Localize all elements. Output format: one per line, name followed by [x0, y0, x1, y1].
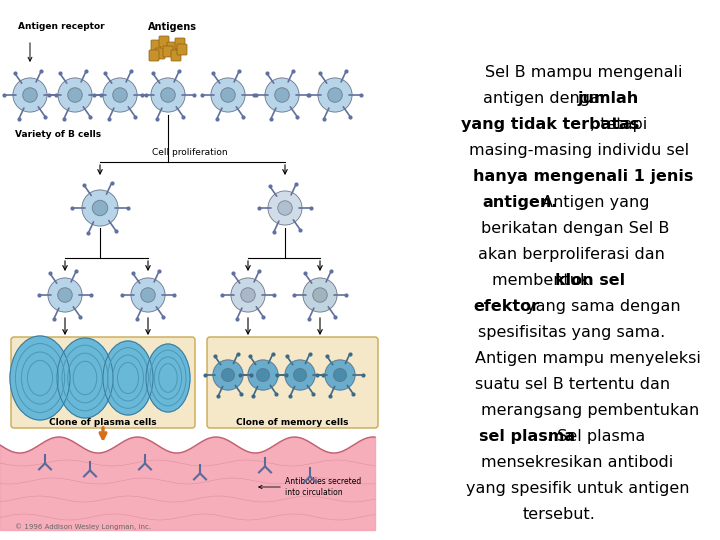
Circle shape — [161, 88, 175, 102]
Circle shape — [278, 201, 292, 215]
Circle shape — [241, 288, 255, 302]
Text: tersebut.: tersebut. — [523, 507, 595, 522]
Circle shape — [294, 369, 306, 381]
Ellipse shape — [103, 341, 153, 415]
Text: Sel B mampu mengenali: Sel B mampu mengenali — [485, 65, 682, 80]
Circle shape — [13, 78, 47, 112]
Text: jumlah: jumlah — [577, 91, 639, 106]
Text: . Sel plasma: . Sel plasma — [547, 429, 645, 444]
Text: antigen.: antigen. — [482, 195, 558, 210]
FancyBboxPatch shape — [163, 46, 173, 57]
Circle shape — [333, 369, 346, 381]
FancyBboxPatch shape — [149, 50, 159, 61]
Circle shape — [82, 190, 118, 226]
FancyBboxPatch shape — [155, 48, 165, 59]
Circle shape — [285, 360, 315, 390]
Text: yang sama dengan: yang sama dengan — [521, 299, 680, 314]
Text: Cell proliferation: Cell proliferation — [152, 148, 228, 157]
FancyBboxPatch shape — [175, 38, 185, 49]
Ellipse shape — [57, 338, 113, 418]
Text: yang spesifik untuk antigen: yang spesifik untuk antigen — [466, 481, 689, 496]
FancyBboxPatch shape — [207, 337, 378, 428]
Circle shape — [151, 78, 185, 112]
Ellipse shape — [10, 336, 70, 420]
Text: spesifisitas yang sama.: spesifisitas yang sama. — [478, 325, 665, 340]
Text: sel plasma: sel plasma — [479, 429, 575, 444]
Circle shape — [231, 278, 265, 312]
Text: suatu sel B tertentu dan: suatu sel B tertentu dan — [475, 377, 670, 392]
Text: , tetapi: , tetapi — [590, 117, 647, 132]
FancyBboxPatch shape — [167, 42, 177, 53]
Circle shape — [248, 360, 278, 390]
Circle shape — [113, 88, 127, 102]
Circle shape — [131, 278, 165, 312]
Circle shape — [213, 360, 243, 390]
Text: akan berproliferasi dan: akan berproliferasi dan — [478, 247, 665, 262]
Circle shape — [222, 369, 234, 381]
Circle shape — [23, 88, 37, 102]
Text: © 1996 Addison Wesley Longman, Inc.: © 1996 Addison Wesley Longman, Inc. — [15, 523, 151, 530]
Circle shape — [265, 78, 299, 112]
Text: Antigen mampu menyeleksi: Antigen mampu menyeleksi — [475, 351, 701, 366]
Text: hanya mengenali 1 jenis: hanya mengenali 1 jenis — [472, 169, 693, 184]
Circle shape — [92, 200, 107, 215]
FancyBboxPatch shape — [177, 44, 187, 55]
Text: Clone of plasma cells: Clone of plasma cells — [49, 418, 157, 427]
FancyBboxPatch shape — [159, 36, 169, 47]
Circle shape — [211, 78, 245, 112]
Circle shape — [141, 288, 155, 302]
Circle shape — [303, 278, 337, 312]
Text: efektor: efektor — [474, 299, 539, 314]
Circle shape — [221, 88, 235, 102]
Circle shape — [268, 191, 302, 225]
Text: berikatan dengan Sel B: berikatan dengan Sel B — [482, 221, 670, 236]
Text: yang tidak terbatas: yang tidak terbatas — [461, 117, 639, 132]
Text: Antigens: Antigens — [148, 22, 197, 32]
Circle shape — [313, 288, 327, 302]
Circle shape — [318, 78, 352, 112]
Circle shape — [68, 88, 82, 102]
Text: Antibodies secreted
into circulation: Antibodies secreted into circulation — [285, 477, 361, 497]
Circle shape — [48, 278, 82, 312]
Text: membentuk: membentuk — [492, 273, 595, 288]
Circle shape — [325, 360, 355, 390]
Text: Antigen receptor: Antigen receptor — [18, 22, 104, 31]
Circle shape — [103, 78, 137, 112]
Text: masing-masing individu sel: masing-masing individu sel — [469, 143, 689, 158]
Circle shape — [257, 369, 269, 381]
Text: Antigen yang: Antigen yang — [537, 195, 649, 210]
FancyBboxPatch shape — [171, 50, 181, 61]
Circle shape — [275, 88, 289, 102]
Text: Clone of memory cells: Clone of memory cells — [235, 418, 348, 427]
Text: klon sel: klon sel — [555, 273, 625, 288]
Circle shape — [328, 88, 342, 102]
Text: antigen dengan: antigen dengan — [483, 91, 616, 106]
Ellipse shape — [146, 344, 190, 412]
Circle shape — [58, 78, 92, 112]
Text: merangsang pembentukan: merangsang pembentukan — [482, 403, 700, 418]
Text: mensekresikan antibodi: mensekresikan antibodi — [482, 455, 674, 470]
Text: Variety of B cells: Variety of B cells — [15, 130, 101, 139]
FancyBboxPatch shape — [11, 337, 195, 428]
FancyBboxPatch shape — [151, 40, 161, 51]
Circle shape — [58, 288, 72, 302]
